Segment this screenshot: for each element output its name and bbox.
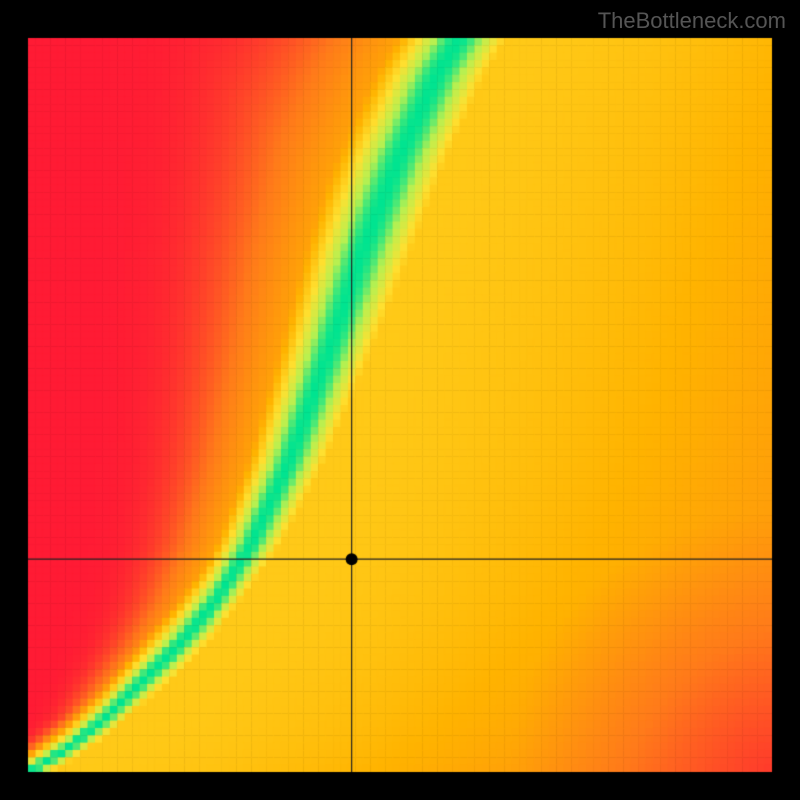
attribution-text: TheBottleneck.com [598,8,786,34]
bottleneck-heatmap [0,0,800,800]
